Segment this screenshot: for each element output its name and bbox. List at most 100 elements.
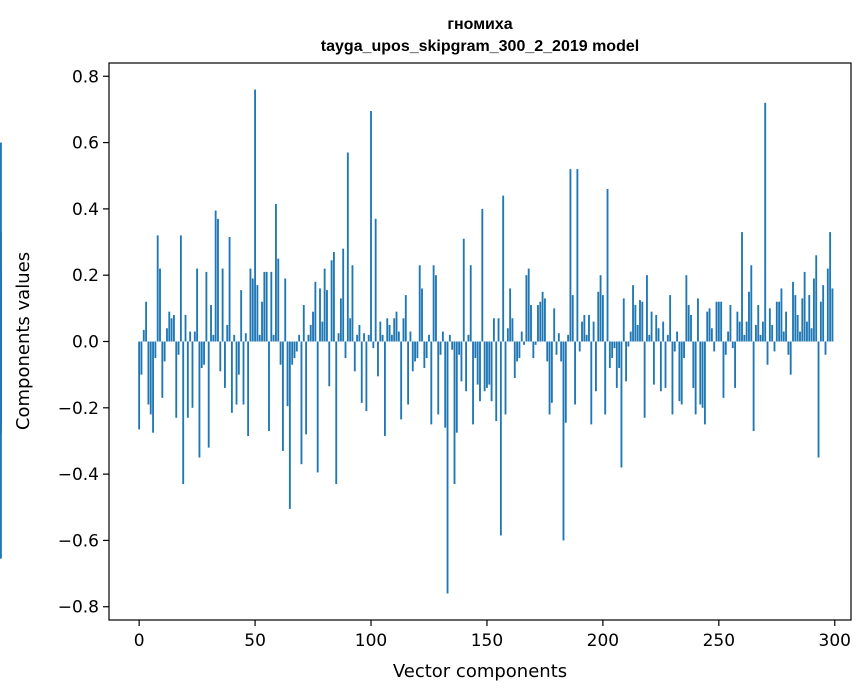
bar <box>212 334 215 342</box>
bar <box>217 218 219 342</box>
bar <box>680 341 683 405</box>
bar <box>381 334 384 342</box>
bar <box>690 314 692 342</box>
x-tick-label: 300 <box>819 631 851 651</box>
bar <box>509 288 512 342</box>
bar <box>430 341 433 425</box>
bar <box>641 301 644 342</box>
bar <box>541 291 544 342</box>
bar <box>342 248 345 342</box>
bar <box>186 341 189 418</box>
bar <box>671 341 674 415</box>
bar <box>309 324 312 342</box>
bar <box>295 341 298 352</box>
bar <box>0 142 2 342</box>
bar <box>757 305 760 342</box>
x-tick-label: 100 <box>355 631 387 651</box>
bar <box>812 278 815 342</box>
y-tick-label: 0.6 <box>72 134 99 154</box>
bar <box>372 341 375 349</box>
bar <box>708 308 711 342</box>
bar <box>625 341 627 382</box>
bar <box>337 333 340 342</box>
bar <box>233 334 236 342</box>
bar <box>720 301 723 342</box>
bar <box>574 341 576 405</box>
bar <box>706 311 709 342</box>
bar <box>567 334 570 342</box>
bar <box>472 341 474 425</box>
bar <box>288 341 291 509</box>
bar <box>766 341 769 365</box>
bar <box>446 341 449 594</box>
bar <box>200 341 203 369</box>
bar <box>328 341 331 387</box>
bar <box>506 328 509 342</box>
bar <box>657 328 660 342</box>
bar <box>562 341 565 541</box>
bar <box>332 251 335 342</box>
bar <box>458 341 461 355</box>
bar <box>652 341 655 385</box>
bar <box>230 341 233 413</box>
bar <box>152 341 154 433</box>
y-axis-ticks: −0.8 −0.6 −0.4 −0.2 0.0 0.2 0.4 0.6 0.8 <box>58 67 109 618</box>
bar <box>421 288 423 342</box>
bar <box>701 341 704 408</box>
bar <box>588 314 590 342</box>
bar <box>462 238 465 342</box>
bar <box>175 341 178 418</box>
bar <box>214 210 217 342</box>
bar <box>203 341 205 365</box>
bar <box>386 318 389 342</box>
bar <box>191 341 194 408</box>
bar <box>608 341 611 369</box>
bar <box>775 301 778 342</box>
bar <box>520 331 523 342</box>
bar <box>738 321 741 342</box>
y-tick-label: 0.8 <box>72 67 99 87</box>
bar <box>643 341 646 418</box>
bar <box>648 334 651 342</box>
bar <box>495 341 498 422</box>
bar <box>650 311 653 342</box>
bar <box>242 341 245 405</box>
bar <box>351 265 354 342</box>
bar <box>736 311 739 342</box>
bar <box>692 341 695 388</box>
bar <box>416 341 419 359</box>
bar <box>393 318 396 342</box>
bar <box>281 341 284 451</box>
bar <box>379 321 382 342</box>
bar <box>307 334 310 342</box>
bar <box>486 341 488 388</box>
bar <box>140 341 143 375</box>
bar <box>397 331 400 342</box>
x-tick-label: 250 <box>703 631 735 651</box>
bar <box>715 301 718 342</box>
bar <box>344 341 347 359</box>
bar <box>555 341 558 355</box>
bar <box>794 295 797 342</box>
bar <box>595 341 597 392</box>
bar <box>789 341 792 375</box>
y-tick-label: −0.6 <box>58 531 99 551</box>
bar <box>138 341 141 430</box>
bar <box>196 268 199 342</box>
bar <box>724 341 727 355</box>
bar <box>745 321 748 342</box>
bar <box>483 341 486 392</box>
bar <box>655 314 658 342</box>
bar <box>353 341 356 372</box>
bar <box>817 341 820 458</box>
bar <box>646 275 648 342</box>
bar <box>546 341 549 362</box>
bar <box>761 321 764 342</box>
bar <box>544 298 546 342</box>
bar <box>773 341 776 352</box>
bar <box>778 301 781 342</box>
bar <box>685 275 688 342</box>
bar <box>453 341 456 485</box>
bar <box>748 291 750 342</box>
bar <box>247 341 250 436</box>
